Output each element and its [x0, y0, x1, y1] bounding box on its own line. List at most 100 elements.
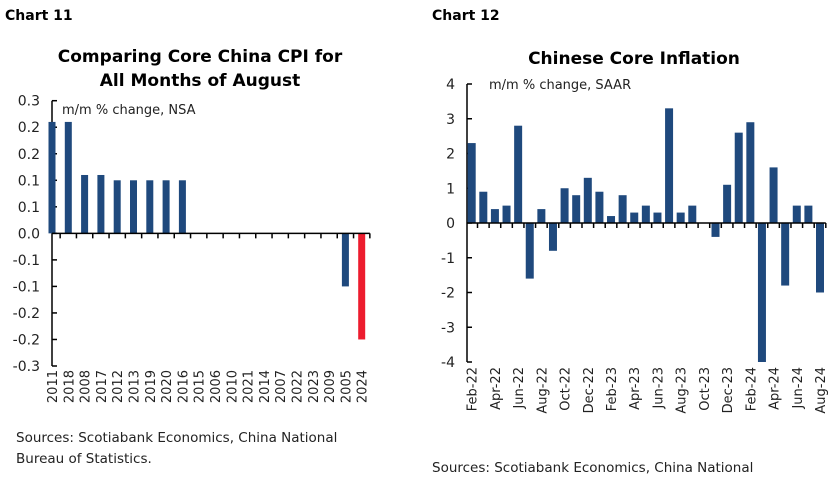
x-tick-label: 2010 — [225, 370, 240, 403]
bar-Jun-24 — [792, 205, 801, 223]
bar-Aug-22 — [537, 209, 546, 223]
y-tick-label: 0.2 — [18, 147, 40, 163]
x-tick-label: Dec-23 — [721, 367, 736, 413]
x-tick-label: 2017 — [95, 370, 110, 403]
bar-Feb-22 — [467, 143, 476, 223]
bar-2008 — [81, 174, 89, 234]
chart-label: Chart 12 — [432, 8, 500, 24]
chart-title: Chinese Core Inflation — [528, 49, 740, 69]
y-tick-label: 4 — [446, 77, 455, 93]
bar-Nov-22 — [572, 195, 581, 223]
source-note: Sources: Scotiabank Economics, China Nat… — [16, 430, 337, 446]
x-tick-label: 2021 — [242, 370, 257, 403]
x-tick-label: 2006 — [209, 370, 224, 403]
bar-Jun-23 — [653, 212, 662, 223]
y-tick-label: -2 — [441, 286, 455, 302]
y-tick-label: 1 — [446, 181, 455, 197]
x-tick-label: Feb-24 — [744, 367, 759, 411]
y-tick-label: 0.0 — [18, 226, 40, 242]
x-tick-label: 2005 — [339, 370, 354, 403]
y-tick-label: 2 — [446, 147, 455, 163]
bar-Aug-23 — [676, 212, 685, 223]
y-tick-label: 0.3 — [18, 94, 40, 110]
bar-Jun-22 — [514, 125, 523, 223]
x-tick-label: 2013 — [128, 370, 143, 403]
y-tick-label: -1 — [441, 251, 455, 267]
y-tick-label: 3 — [446, 112, 455, 128]
y-tick-label: 0.1 — [18, 200, 40, 216]
x-tick-label: 2020 — [160, 370, 175, 403]
bar-2011 — [48, 121, 56, 234]
x-tick-label: 2016 — [176, 370, 191, 403]
x-tick-label: 2007 — [274, 370, 289, 403]
y-tick-label: 0.1 — [18, 173, 40, 189]
x-tick-label: Feb-22 — [466, 367, 481, 411]
x-tick-label: 2011 — [46, 370, 61, 403]
bar-2020 — [162, 180, 170, 234]
unit-label: m/m % change, NSA — [62, 103, 196, 118]
bar-May-24 — [781, 223, 790, 286]
bar-Mar-22 — [479, 191, 488, 223]
bar-Jul-22 — [525, 223, 534, 279]
x-tick-label: 2023 — [307, 370, 322, 403]
y-tick-label: 0 — [446, 216, 455, 232]
x-tick-label: Jun-23 — [651, 367, 666, 410]
bar-Dec-22 — [583, 177, 592, 223]
bar-2012 — [113, 180, 121, 234]
y-tick-label: -3 — [441, 320, 455, 336]
x-tick-label: 2019 — [144, 370, 159, 403]
x-tick-label: 2015 — [193, 370, 208, 403]
x-tick-label: 2022 — [291, 370, 306, 403]
x-tick-label: Apr-22 — [489, 367, 504, 410]
bar-Oct-22 — [560, 188, 569, 223]
y-tick-label: -0.1 — [13, 253, 40, 269]
x-tick-label: Apr-23 — [628, 367, 643, 410]
bar-Feb-24 — [746, 122, 755, 223]
bar-Apr-23 — [630, 212, 639, 223]
bar-Apr-22 — [490, 209, 499, 223]
x-tick-label: Apr-24 — [768, 367, 783, 410]
bar-Dec-23 — [723, 184, 732, 223]
x-tick-label: 2008 — [79, 370, 94, 403]
bar-Sep-22 — [548, 223, 557, 251]
x-tick-label: 2012 — [111, 370, 126, 403]
bar-May-23 — [641, 205, 650, 223]
x-tick-label: Feb-23 — [605, 367, 620, 411]
bar-Sep-23 — [688, 205, 697, 223]
bar-Jul-23 — [665, 108, 674, 223]
y-tick-label: -0.1 — [13, 279, 40, 295]
x-tick-label: Oct-23 — [698, 367, 713, 411]
chart-title: All Months of August — [100, 71, 300, 91]
x-tick-label: 2014 — [258, 370, 273, 403]
bar-2017 — [97, 174, 105, 234]
bar-Mar-24 — [757, 223, 766, 362]
bar-2019 — [146, 180, 154, 234]
x-tick-label: Dec-22 — [582, 367, 597, 413]
x-tick-label: Aug-23 — [675, 367, 690, 414]
unit-label: m/m % change, SAAR — [489, 78, 631, 93]
bar-Jul-24 — [804, 205, 813, 223]
source-note: Bureau of Statistics. — [432, 481, 568, 483]
bar-May-22 — [502, 205, 511, 223]
x-tick-label: Jun-24 — [791, 367, 806, 410]
source-note: Bureau of Statistics. — [16, 451, 152, 467]
source-note: Sources: Scotiabank Economics, China Nat… — [432, 460, 753, 476]
bar-2016 — [178, 180, 186, 234]
x-tick-label: 2009 — [323, 370, 338, 403]
bar-2018 — [64, 121, 72, 234]
y-tick-label: -4 — [441, 355, 455, 371]
chart-label: Chart 11 — [5, 8, 73, 24]
bar-2005 — [341, 233, 349, 287]
x-tick-label: 2024 — [356, 370, 371, 403]
x-tick-label: Oct-22 — [559, 367, 574, 411]
bar-Jan-24 — [734, 132, 743, 223]
y-tick-label: -0.3 — [13, 359, 40, 375]
bar-Feb-23 — [607, 216, 616, 223]
x-tick-label: Aug-22 — [535, 367, 550, 414]
bar-Apr-24 — [769, 167, 778, 223]
x-tick-label: 2018 — [62, 370, 77, 403]
y-tick-label: -0.2 — [13, 332, 40, 348]
x-tick-label: Jun-22 — [512, 367, 527, 410]
bar-Jan-23 — [595, 191, 604, 223]
